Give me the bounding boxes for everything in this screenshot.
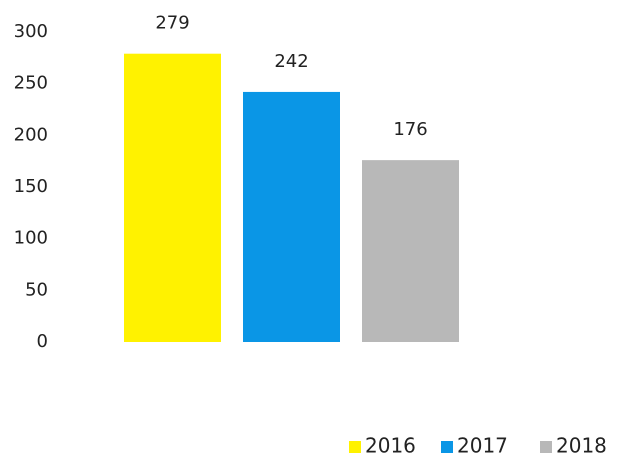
y-tick-label: 100 bbox=[14, 228, 48, 249]
bar bbox=[243, 91, 340, 342]
legend-swatch bbox=[540, 441, 552, 453]
data-label: 176 bbox=[393, 119, 427, 140]
legend-swatch bbox=[441, 441, 453, 453]
y-tick-label: 200 bbox=[14, 124, 48, 145]
data-label: 279 bbox=[155, 13, 189, 34]
y-tick-label: 150 bbox=[14, 176, 48, 197]
legend-swatch bbox=[349, 441, 361, 453]
legend-label: 2018 bbox=[556, 434, 607, 457]
y-tick-label: 300 bbox=[14, 21, 48, 42]
bar bbox=[362, 160, 459, 342]
data-label: 242 bbox=[274, 51, 308, 72]
legend-label: 2016 bbox=[365, 434, 416, 457]
legend-label: 2017 bbox=[457, 434, 508, 457]
bar bbox=[124, 53, 221, 342]
y-tick-label: 50 bbox=[25, 279, 48, 300]
y-tick-label: 0 bbox=[37, 331, 48, 352]
y-tick-label: 250 bbox=[14, 73, 48, 94]
